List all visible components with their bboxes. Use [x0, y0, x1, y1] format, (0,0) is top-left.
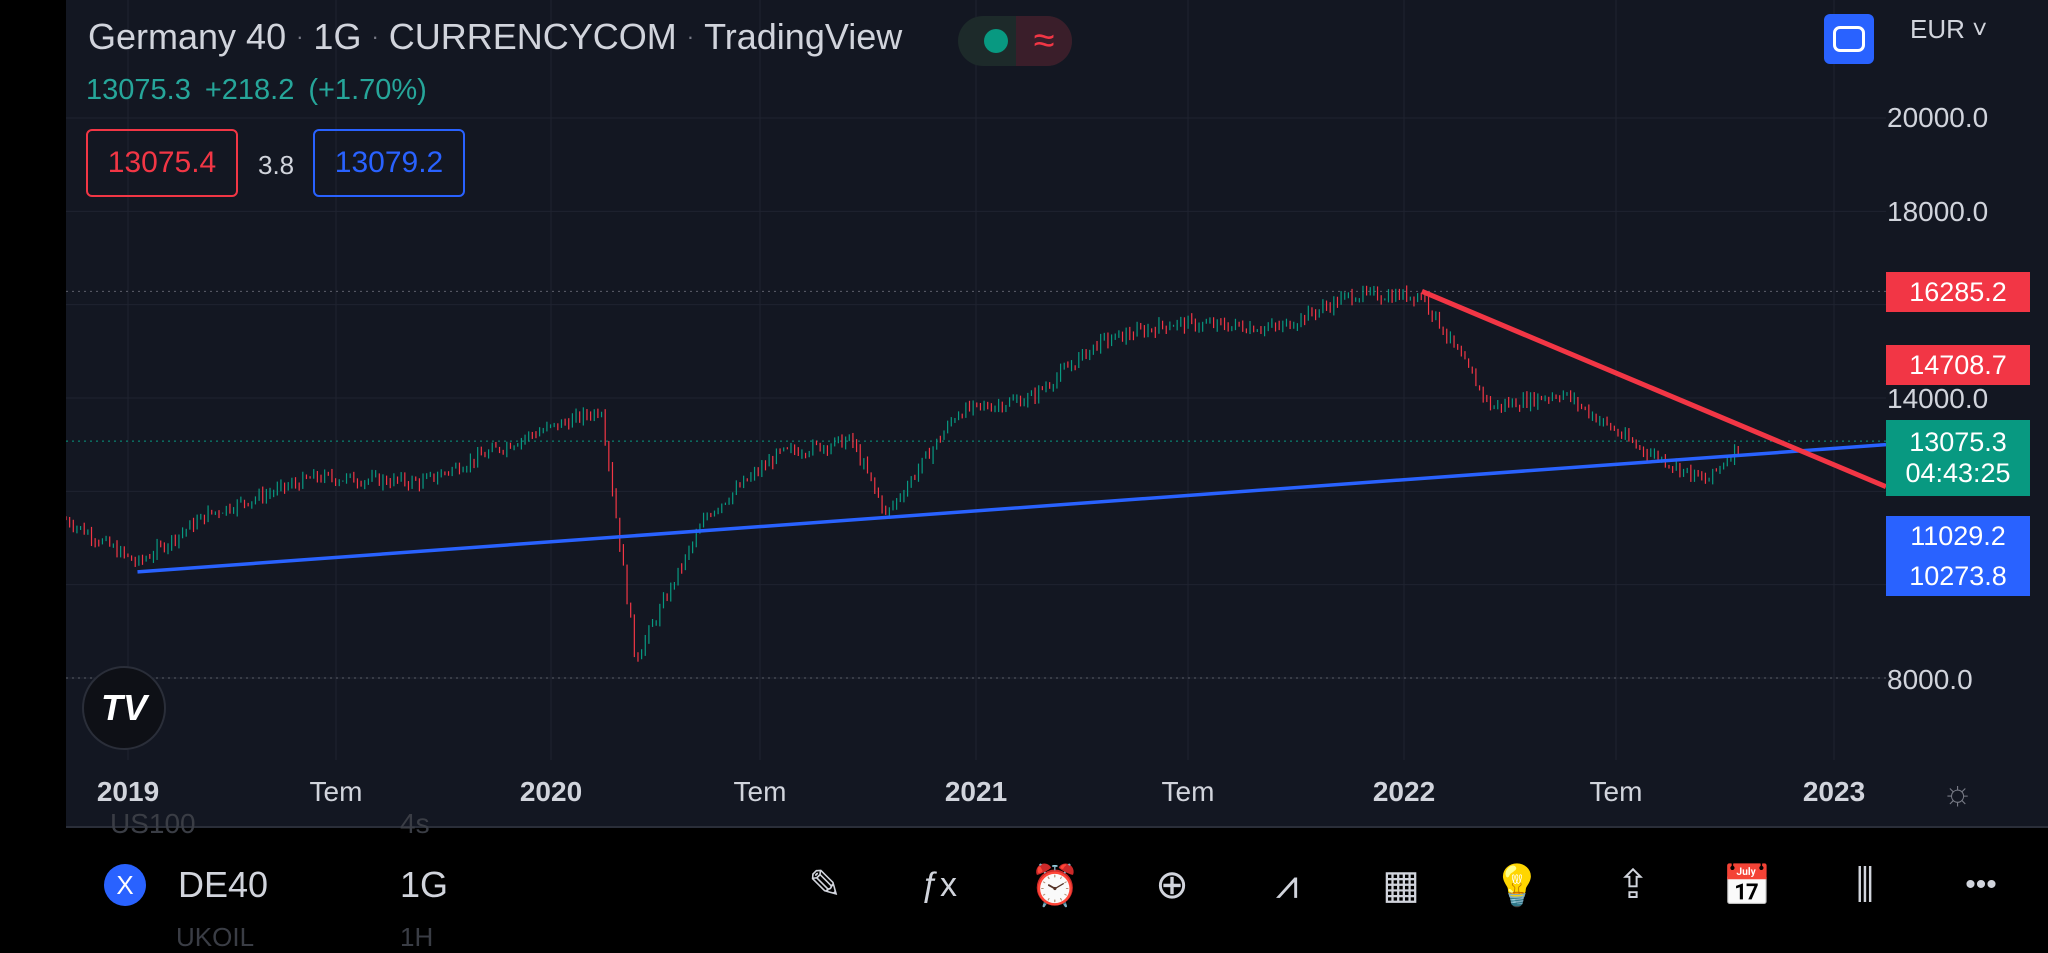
ideas-icon[interactable]: 💡: [1492, 863, 1542, 908]
time-label: Tem: [309, 776, 363, 807]
price-change: +218.2: [204, 74, 295, 106]
provider-title: TradingView: [704, 16, 903, 57]
interval-title[interactable]: 1G: [313, 16, 362, 57]
symbol-logo-icon[interactable]: X: [104, 864, 146, 906]
exchange-title: CURRENCYCOM: [388, 16, 677, 57]
bottom-toolbar: [66, 826, 2048, 947]
alert-icon[interactable]: ⏰: [1030, 863, 1080, 908]
fullscreen-icon[interactable]: [1824, 14, 1874, 64]
time-label: 2019: [96, 776, 160, 807]
ghost-watchlist-item: UKOIL: [176, 922, 255, 952]
time-label: 2023: [1802, 776, 1866, 807]
last-price-tag-value: 13075.3: [1909, 427, 2007, 457]
countdown-timer: 04:43:25: [1905, 458, 2011, 488]
time-label: 2021: [944, 776, 1008, 807]
spread-value: 3.8: [258, 150, 295, 180]
price-label: 8000.0: [1887, 664, 1973, 695]
compare-icon[interactable]: ⩘: [1275, 862, 1299, 907]
symbol-title[interactable]: Germany 40: [88, 16, 287, 57]
resistance-price-tag: 14708.7: [1886, 345, 2030, 385]
market-open-icon: [984, 29, 1008, 53]
price-row: 13075.3 +218.2 (+1.70%): [86, 74, 427, 107]
support-price-tags: 11029.2 10273.8: [1886, 516, 2030, 596]
price-change-pct: (+1.70%): [308, 74, 427, 106]
price-label: 18000.0: [1887, 196, 1989, 227]
draw-icon[interactable]: ✎: [808, 863, 842, 907]
add-icon[interactable]: ⊕: [1155, 863, 1189, 907]
time-label: Tem: [1161, 776, 1215, 807]
last-price: 13075.3: [86, 74, 191, 106]
chart-title: Germany 40 · 1G · CURRENCYCOM · TradingV…: [88, 16, 903, 57]
time-label: Tem: [733, 776, 787, 807]
support-tag-2: 10273.8: [1909, 560, 2007, 591]
buy-button[interactable]: 13079.2: [313, 129, 465, 197]
currency-select[interactable]: EUR ˅: [1910, 14, 1988, 44]
interval-selector[interactable]: 1G: [400, 864, 449, 905]
indicators-icon[interactable]: ƒx: [921, 865, 957, 904]
high-price-tag: 16285.2: [1886, 272, 2030, 312]
chart-type-icon[interactable]: ⫼: [1855, 862, 1875, 907]
ghost-watchlist-interval: 4s: [400, 808, 430, 839]
chart-settings-icon[interactable]: ☼: [1942, 774, 1974, 812]
price-label: 14000.0: [1887, 383, 1989, 414]
ghost-watchlist-item: US100: [110, 808, 196, 839]
calendar-icon[interactable]: 📅: [1722, 863, 1772, 908]
tradingview-logo-icon[interactable]: TV: [82, 666, 166, 750]
price-label: 20000.0: [1887, 102, 1989, 133]
support-tag-1: 11029.2: [1910, 520, 2006, 551]
time-label: 2022: [1372, 776, 1436, 807]
last-price-tag: 13075.3 04:43:25: [1886, 420, 2030, 496]
share-icon[interactable]: ⇪: [1616, 863, 1650, 907]
time-label: Tem: [1589, 776, 1643, 807]
layout-icon[interactable]: ▦: [1382, 863, 1420, 907]
support-trendline: [137, 442, 1887, 574]
sell-button[interactable]: 13075.4: [86, 129, 238, 197]
chart-panel[interactable]: Germany 40 · 1G · CURRENCYCOM · TradingV…: [66, 0, 2048, 826]
resistance-trendline: [1420, 289, 1887, 489]
price-chart[interactable]: [66, 0, 2048, 826]
symbol-selector[interactable]: DE40: [178, 864, 269, 905]
time-label: 2020: [519, 776, 583, 807]
ghost-watchlist-interval: 1H: [400, 922, 434, 952]
more-icon[interactable]: •••: [1965, 868, 1997, 901]
wave-icon: ≈: [1016, 16, 1072, 66]
market-status-pill[interactable]: ≈: [958, 16, 1072, 66]
